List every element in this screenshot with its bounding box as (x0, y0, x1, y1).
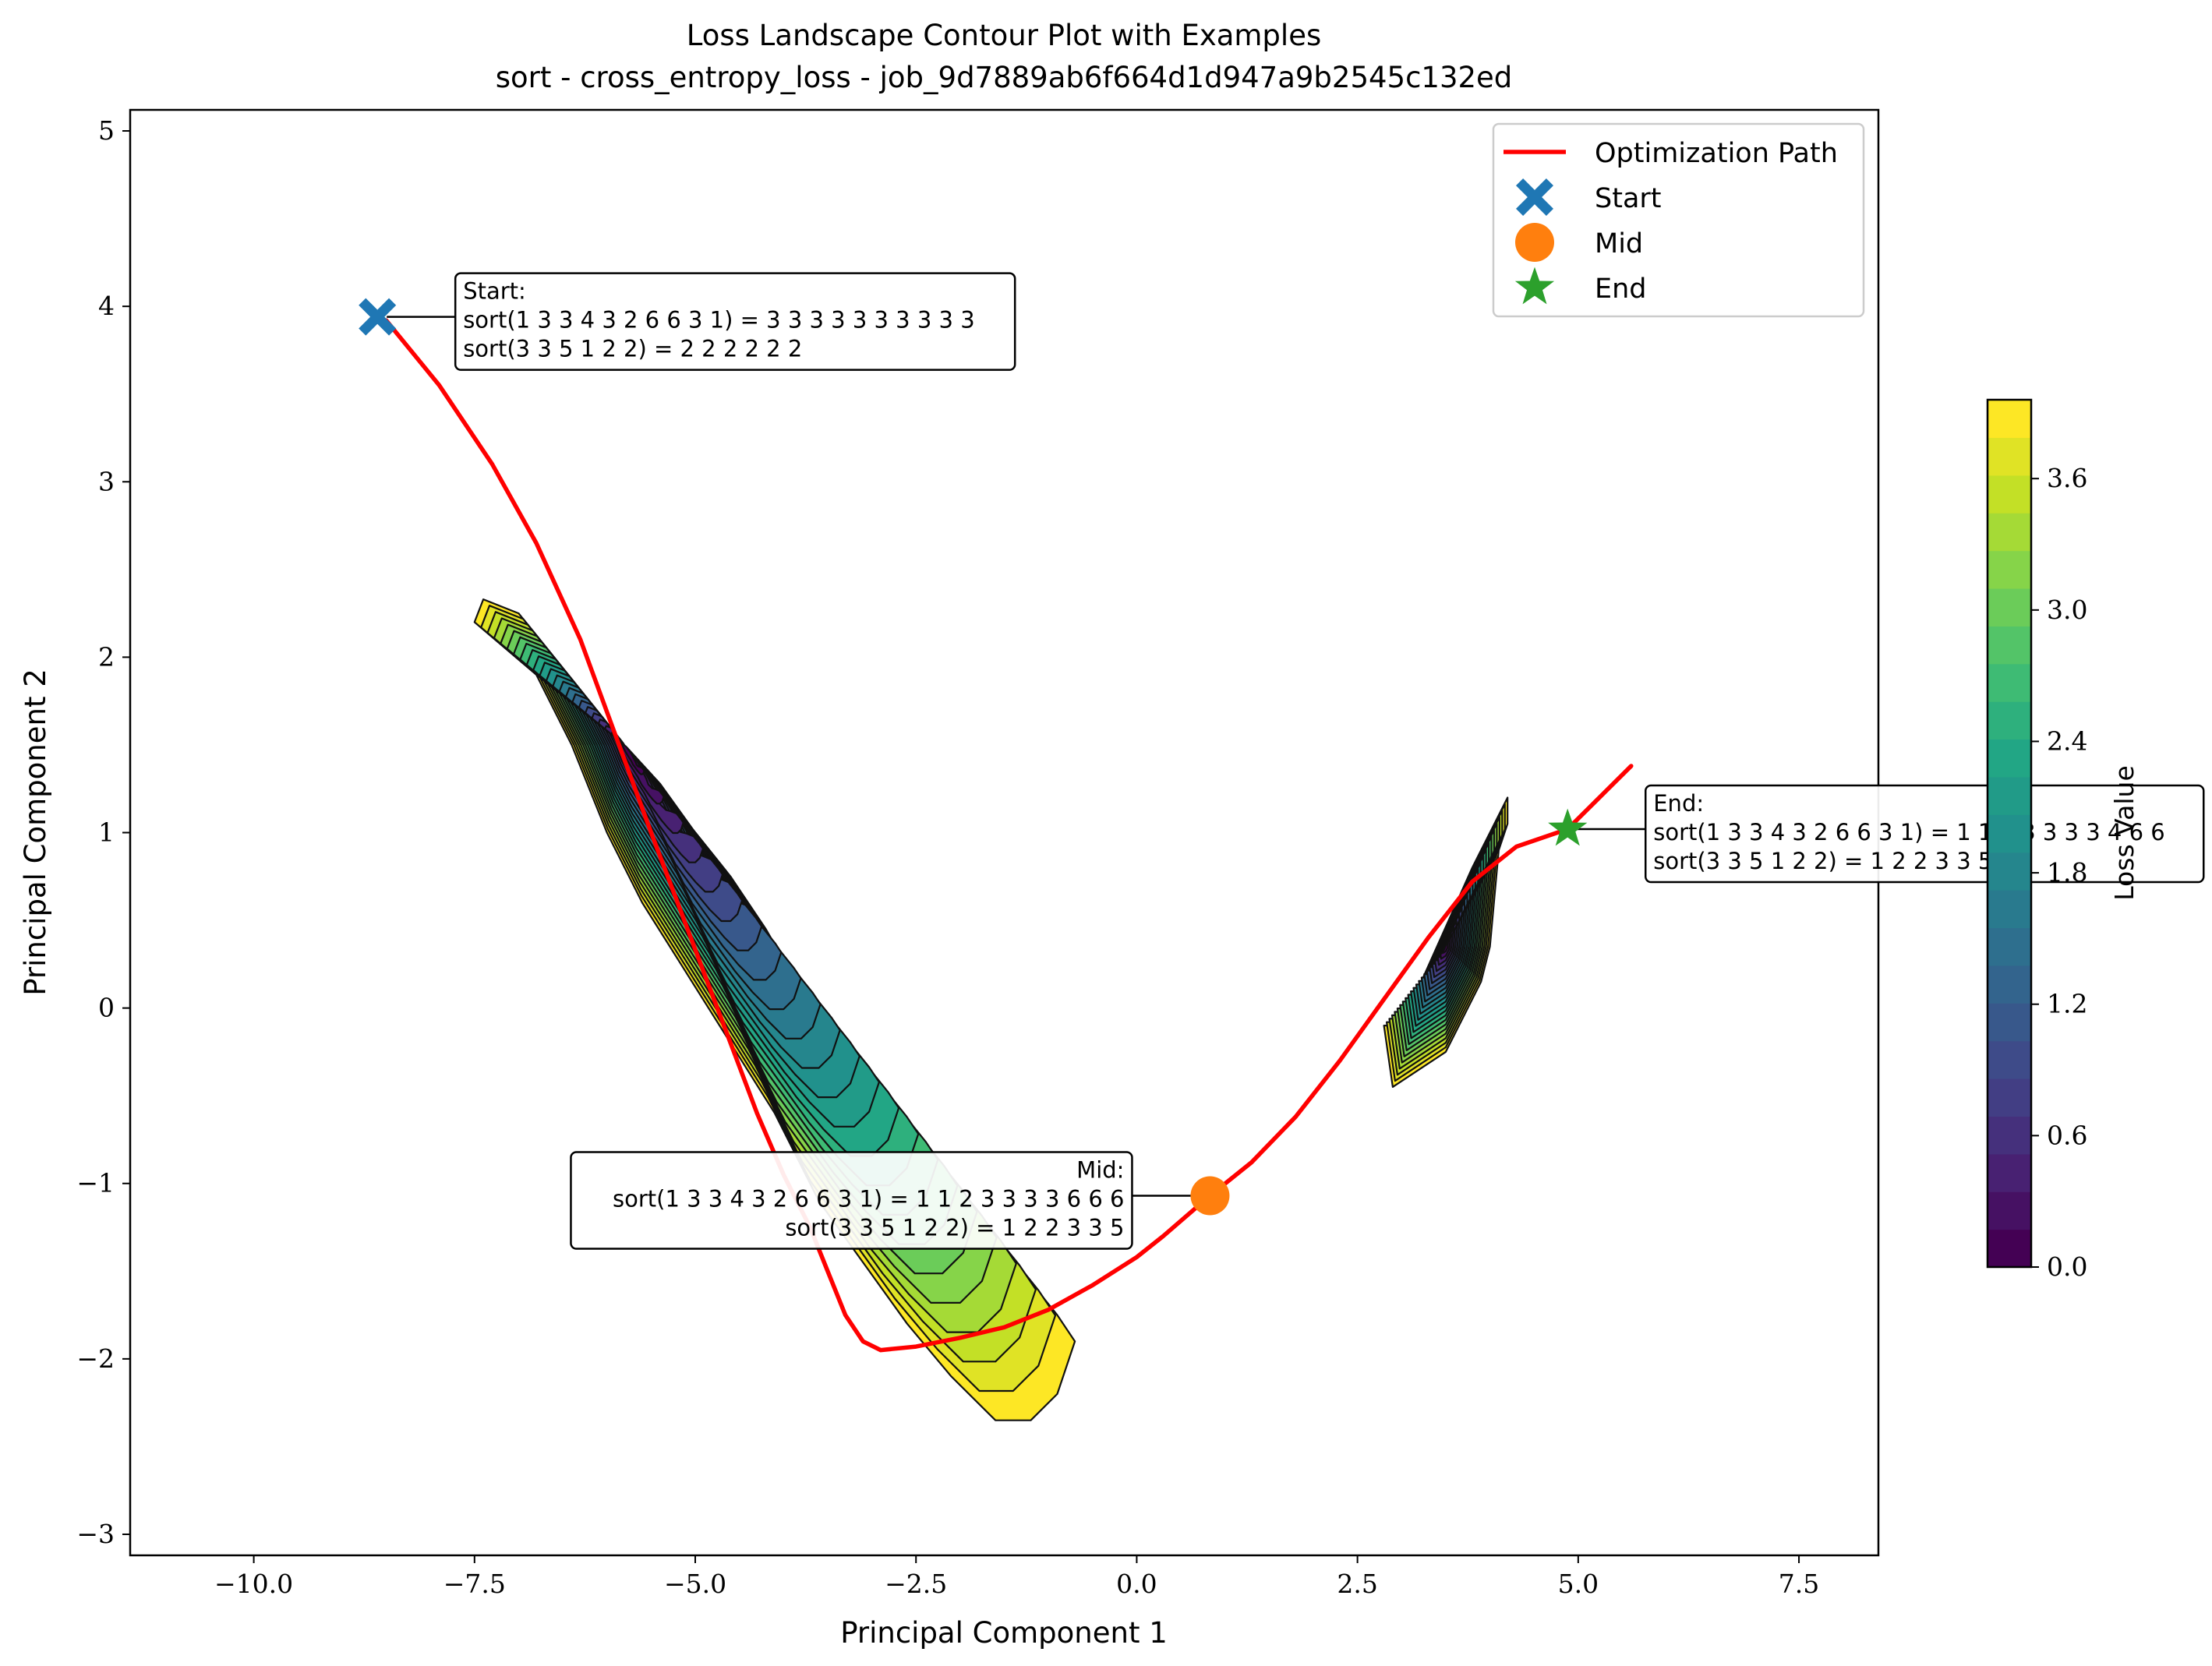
x-tick-label: 2.5 (1337, 1569, 1377, 1599)
legend-item-start: Start (1516, 178, 1662, 216)
optimization-path-line (383, 318, 1634, 1353)
mid-marker (1190, 1176, 1230, 1216)
y-tick-label: 1 (98, 817, 115, 848)
y-tick-label: −1 (76, 1168, 115, 1198)
x-tick-label: −2.5 (885, 1569, 947, 1599)
colorbar-segment (1988, 739, 2031, 778)
annotation-mid: Mid:sort(1 3 3 4 3 2 6 6 3 1) = 1 1 2 3 … (570, 1151, 1201, 1250)
chart-title: Loss Landscape Contour Plot with Example… (687, 19, 1322, 52)
colorbar-segment (1988, 626, 2031, 665)
annotation-box (454, 272, 1016, 371)
y-tick-label: −3 (76, 1519, 115, 1549)
x-tick-label: −7.5 (443, 1569, 506, 1599)
legend-label: Mid (1595, 228, 1643, 259)
colorbar-tick-label: 0.0 (2047, 1251, 2087, 1282)
y-axis-label: Principal Component 2 (19, 669, 52, 996)
annotation-text-line: Start: (463, 278, 526, 305)
annotation-text-line: Mid: (1076, 1157, 1124, 1184)
legend-marker-swatch (1516, 178, 1553, 216)
colorbar: 0.0 0.6 1.2 1.8 2.4 3.0 3.6 Loss Value (1986, 398, 2140, 1282)
colorbar-segment (1988, 1229, 2031, 1268)
y-tick-label: 5 (98, 115, 115, 146)
contour-level (1442, 939, 1450, 954)
colorbar-tick-label: 1.8 (2047, 857, 2087, 888)
legend-label: End (1595, 274, 1647, 305)
x-tick-label: 5.0 (1558, 1569, 1599, 1599)
annotation-text-line: sort(3 3 5 1 2 2) = 2 2 2 2 2 2 (463, 336, 802, 362)
colorbar-segment (1988, 1040, 2031, 1079)
annotation-text-line: End: (1653, 790, 1704, 817)
contour-region-2 (1383, 796, 1509, 1089)
start-marker (359, 298, 397, 336)
colorbar-segment (1988, 965, 2031, 1004)
y-axis-ticks: −3 −2 −1 0 1 2 3 4 5 (76, 115, 130, 1549)
y-tick-label: 3 (98, 466, 115, 496)
x-tick-label: 0.0 (1116, 1569, 1157, 1599)
legend-marker-swatch (1514, 266, 1555, 305)
colorbar-segment (1988, 814, 2031, 853)
annotation-box (1644, 784, 2205, 884)
colorbar-segment (1988, 1191, 2031, 1230)
annotation-text-line: sort(3 3 5 1 2 2) = 1 2 2 3 3 5 (785, 1215, 1124, 1241)
colorbar-segment (1988, 663, 2031, 702)
colorbar-segment (1988, 776, 2031, 815)
contour-region-1 (473, 598, 1076, 1421)
annotation-box (570, 1151, 1133, 1250)
colorbar-segment (1988, 701, 2031, 740)
colorbar-segment (1988, 588, 2031, 627)
colorbar-segment (1988, 927, 2031, 966)
annotation-text-line: sort(1 3 3 4 3 2 6 6 3 1) = 3 3 3 3 3 3 … (463, 307, 974, 334)
figure-title-block: Loss Landscape Contour Plot with Example… (496, 19, 1513, 94)
contour-level (617, 737, 645, 775)
x-tick-label: −5.0 (664, 1569, 726, 1599)
legend-label: Start (1595, 183, 1662, 214)
chart-subtitle: sort - cross_entropy_loss - job_9d7889ab… (496, 61, 1513, 94)
colorbar-segment (1988, 1003, 2031, 1042)
colorbar-tick-label: 1.2 (2047, 989, 2087, 1019)
y-tick-label: 2 (98, 641, 115, 672)
colorbar-segment (1988, 890, 2031, 929)
y-tick-label: 4 (98, 291, 115, 321)
colorbar-tick-label: 3.0 (2047, 595, 2087, 625)
y-tick-label: −2 (76, 1343, 115, 1374)
colorbar-segment (1988, 400, 2031, 438)
legend-item-end: End (1514, 266, 1647, 305)
annotation-text-line: sort(1 3 3 4 3 2 6 6 3 1) = 1 1 2 3 3 3 … (1653, 819, 2164, 845)
annotation-start: Start:sort(1 3 3 4 3 2 6 6 3 1) = 3 3 3 … (387, 272, 1016, 371)
colorbar-segment (1988, 550, 2031, 589)
y-tick-label: 0 (98, 993, 115, 1023)
legend-item-optimization-path: Optimization Path (1504, 138, 1838, 169)
x-axis-label: Principal Component 1 (840, 1616, 1168, 1650)
colorbar-segment (1988, 513, 2031, 552)
colorbar-segment (1988, 1153, 2031, 1192)
x-axis-ticks: −10.0 −7.5 −5.0 −2.5 0.0 2.5 5.0 7.5 (214, 1555, 1819, 1599)
annotation-text-line: sort(1 3 3 4 3 2 6 6 3 1) = 1 1 2 3 3 3 … (613, 1186, 1124, 1212)
colorbar-segment (1988, 1116, 2031, 1155)
colorbar-frame (1986, 398, 2033, 1269)
colorbar-segment (1988, 852, 2031, 891)
colorbar-segment (1988, 437, 2031, 476)
colorbar-segment (1988, 475, 2031, 514)
x-tick-label: −10.0 (214, 1569, 293, 1599)
colorbar-tick-label: 3.6 (2047, 463, 2087, 493)
plot-area (383, 318, 1634, 1421)
colorbar-segment (1988, 1078, 2031, 1117)
legend: Optimization Path Start Mid End (1492, 122, 1865, 318)
annotation-end: End:sort(1 3 3 4 3 2 6 6 3 1) = 1 1 2 3 … (1577, 784, 2205, 884)
legend-label: Optimization Path (1595, 138, 1838, 169)
annotation-text-line: sort(3 3 5 1 2 2) = 1 2 2 3 3 5 (1653, 848, 1992, 874)
legend-item-mid: Mid (1515, 223, 1643, 262)
legend-box (1492, 122, 1865, 318)
colorbar-label: Loss Value (2109, 765, 2140, 901)
colorbar-tick-label: 0.6 (2047, 1120, 2087, 1150)
end-marker (1548, 808, 1588, 846)
colorbar-tick-label: 2.4 (2047, 725, 2087, 756)
legend-marker-swatch (1515, 223, 1554, 262)
annotations: Start:sort(1 3 3 4 3 2 6 6 3 1) = 3 3 3 … (359, 272, 2205, 1250)
x-tick-label: 7.5 (1779, 1569, 1819, 1599)
